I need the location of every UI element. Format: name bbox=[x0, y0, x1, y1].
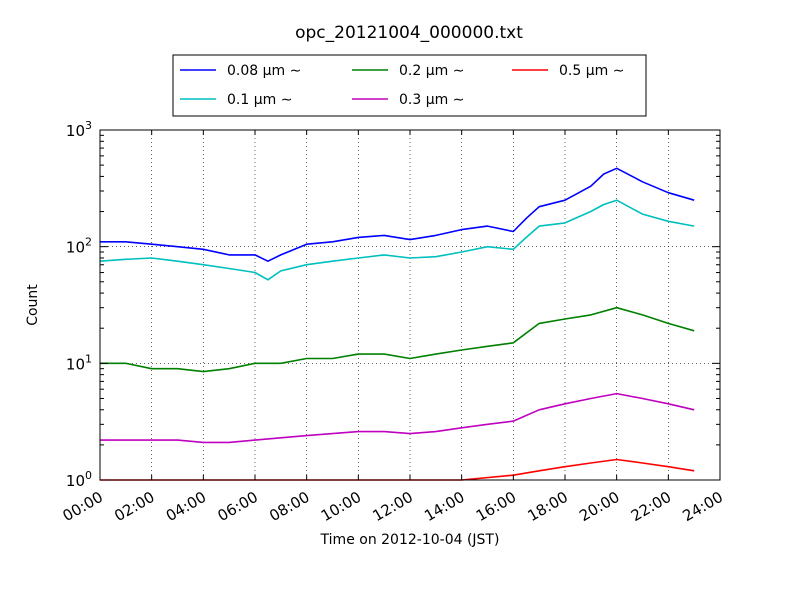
y-tick-label: 100 bbox=[66, 469, 92, 490]
plot-area bbox=[100, 130, 720, 480]
chart-title: opc_20121004_000000.txt bbox=[295, 23, 523, 43]
grid bbox=[100, 130, 720, 480]
x-tick-label: 08:00 bbox=[266, 488, 312, 525]
legend-label: 0.1 μm ∼ bbox=[227, 92, 292, 108]
series-line bbox=[100, 167, 695, 263]
x-tick-label: 00:00 bbox=[60, 488, 106, 525]
series-line bbox=[99, 199, 695, 281]
x-tick-label: 10:00 bbox=[318, 488, 364, 525]
y-tick-label: 101 bbox=[66, 352, 92, 373]
x-tick-label: 06:00 bbox=[215, 488, 261, 525]
x-tick-label: 20:00 bbox=[576, 488, 622, 525]
legend-label: 0.3 μm ∼ bbox=[399, 92, 464, 108]
x-tick-labels: 00:00 02:00 04:00 06:00 08:00 10:00 12:00 14:00… bbox=[60, 488, 726, 525]
x-axis-label: Time on 2012-10-04 (JST) bbox=[320, 532, 500, 548]
legend-frame bbox=[172, 54, 647, 117]
x-tick-label: 22:00 bbox=[628, 488, 674, 525]
x-tick-label: 24:00 bbox=[680, 488, 726, 525]
series-line bbox=[100, 306, 695, 373]
x-tick-label: 16:00 bbox=[473, 488, 519, 525]
y-tick-labels: 100 101 102 103 bbox=[66, 119, 92, 490]
legend: 0.08 μm ∼ 0.1 μm ∼ 0.2 μm ∼ 0.3 μm ∼ 0.5 μm … bbox=[172, 54, 647, 117]
legend-label: 0.2 μm ∼ bbox=[399, 63, 464, 79]
series-line bbox=[100, 392, 695, 444]
y-tick-label: 102 bbox=[66, 236, 92, 257]
x-tick-label: 14:00 bbox=[421, 488, 467, 525]
legend-label: 0.5 μm ∼ bbox=[559, 63, 624, 79]
legend-label: 0.08 μm ∼ bbox=[227, 63, 301, 79]
ticks bbox=[99, 129, 721, 481]
x-tick-label: 02:00 bbox=[111, 488, 157, 525]
x-tick-label: 12:00 bbox=[370, 488, 416, 525]
x-tick-label: 18:00 bbox=[525, 488, 571, 525]
y-axis-label: Count bbox=[25, 284, 41, 326]
y-tick-label: 103 bbox=[66, 119, 92, 140]
x-tick-label: 04:00 bbox=[163, 488, 209, 525]
